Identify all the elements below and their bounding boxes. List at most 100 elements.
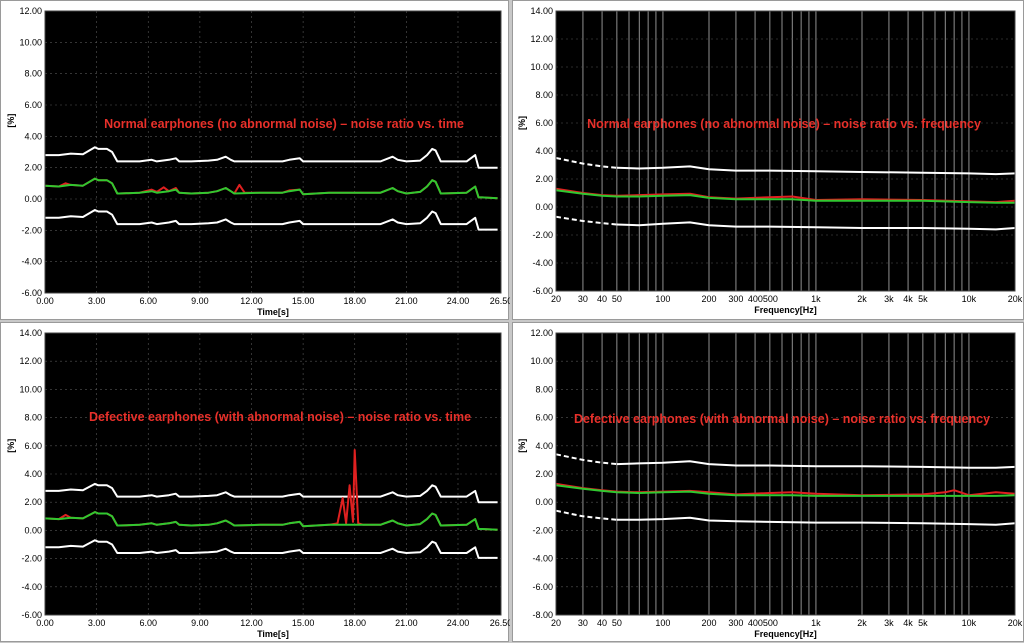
chart-0: -6.00 -4.00 -2.00 0.00 2.00 4.00 6.00 8.00 10.00… <box>6 6 510 317</box>
y-axis-label: [%] <box>517 439 527 453</box>
chart-1: -6.00 -4.00 -2.00 0.00 2.00 4.00 6.00 8.00 10.00… <box>517 6 1023 315</box>
y-tick-label: 6.00 <box>535 118 553 128</box>
series-line-3 <box>555 484 1016 497</box>
x-tick-label: 4k <box>903 618 913 628</box>
y-tick-label: 2.00 <box>24 497 42 507</box>
plot-frame <box>44 10 502 294</box>
x-tick-label: 40 <box>597 294 607 304</box>
y-tick-label: 14.00 <box>530 6 553 16</box>
plot-frame <box>555 332 1016 616</box>
chart-annotation: Normal earphones (no abnormal noise) – n… <box>104 117 464 131</box>
x-tick-label: 9.00 <box>191 296 209 306</box>
y-tick-label: 0.00 <box>24 525 42 535</box>
y-tick-label: -2.00 <box>532 230 553 240</box>
y-tick-label: 2.00 <box>24 163 42 173</box>
series-line-0 <box>45 146 498 169</box>
y-tick-label: 0.00 <box>24 194 42 204</box>
y-tick-label: 10.00 <box>19 384 42 394</box>
x-tick-label: 26.50 <box>490 618 510 628</box>
x-tick-label: 12.00 <box>240 618 263 628</box>
y-tick-label: -4.00 <box>532 554 553 564</box>
series-line-3 <box>555 189 1015 204</box>
series-line-0 <box>45 482 498 504</box>
x-tick-label: 2k <box>857 618 867 628</box>
x-tick-label: 40 <box>597 618 607 628</box>
y-tick-label: 10.00 <box>530 62 553 72</box>
series-line-1 <box>616 165 1016 176</box>
y-tick-label: -4.00 <box>21 582 42 592</box>
chart-3: -8.00 -6.00 -4.00 -2.00 0.00 2.00 4.00 6.00 8.00… <box>517 328 1023 639</box>
x-axis-label: Time[s] <box>257 629 289 639</box>
x-tick-label: 18.00 <box>343 618 366 628</box>
x-tick-label: 6.00 <box>139 296 157 306</box>
series-line-3 <box>45 209 498 231</box>
y-tick-label: 4.00 <box>24 469 42 479</box>
y-tick-label: -6.00 <box>21 610 42 620</box>
series-line-5 <box>616 516 1016 526</box>
chart-panel-frequency-normal: -6.00 -4.00 -2.00 0.00 2.00 4.00 6.00 8.00 10.00… <box>512 0 1024 320</box>
y-tick-label: 6.00 <box>24 100 42 110</box>
x-tick-label: 0.00 <box>36 618 54 628</box>
chart-annotation: Defective earphones (with abnormal noise… <box>89 410 471 424</box>
x-tick-label: 3.00 <box>88 618 106 628</box>
x-tick-label: 24.00 <box>447 296 470 306</box>
x-tick-label: 100 <box>655 294 670 304</box>
x-tick-label: 5k <box>918 294 928 304</box>
y-tick-label: -4.00 <box>21 257 42 267</box>
y-tick-label: -6.00 <box>532 582 553 592</box>
x-tick-label: 5k <box>918 618 928 628</box>
y-axis-label: [%] <box>6 439 16 453</box>
x-tick-label: 50 <box>612 294 622 304</box>
y-tick-label: -4.00 <box>532 258 553 268</box>
x-tick-label: 0.00 <box>36 296 54 306</box>
y-tick-label: 2.00 <box>535 174 553 184</box>
x-tick-label: 15.00 <box>292 618 315 628</box>
y-tick-label: 6.00 <box>24 441 42 451</box>
x-tick-label: 20 <box>551 618 561 628</box>
x-tick-label: 3.00 <box>88 296 106 306</box>
x-tick-label: 200 <box>701 294 716 304</box>
plot-area <box>45 11 501 293</box>
series-line-3 <box>45 539 498 559</box>
chart-2: -6.00 -4.00 -2.00 0.00 2.00 4.00 6.00 8.00 10.00… <box>6 328 510 639</box>
x-tick-label: 26.50 <box>490 296 510 306</box>
x-tick-label: 20k <box>1008 618 1023 628</box>
y-tick-label: -2.00 <box>21 225 42 235</box>
series-line-2 <box>44 511 498 531</box>
chart-panel-frequency-defective: -8.00 -6.00 -4.00 -2.00 0.00 2.00 4.00 6.00 8.00… <box>512 322 1024 642</box>
y-tick-label: 8.00 <box>535 90 553 100</box>
y-tick-label: 2.00 <box>535 469 553 479</box>
chart-annotation: Defective earphones (with abnormal noise… <box>574 412 990 426</box>
x-tick-label: 300 <box>728 618 743 628</box>
x-tick-label: 18.00 <box>343 296 366 306</box>
y-tick-label: -6.00 <box>532 286 553 296</box>
x-tick-label: 30 <box>578 618 588 628</box>
y-tick-label: 12.00 <box>530 34 553 44</box>
y-tick-label: 0.00 <box>535 202 553 212</box>
x-tick-label: 100 <box>655 618 670 628</box>
x-tick-label: 20k <box>1008 294 1023 304</box>
x-tick-label: 1k <box>811 294 821 304</box>
x-axis-label: Frequency[Hz] <box>754 305 817 315</box>
x-tick-label: 20 <box>551 294 561 304</box>
chart-annotation: Normal earphones (no abnormal noise) – n… <box>587 117 981 131</box>
y-tick-label: 8.00 <box>24 413 42 423</box>
y-tick-label: 12.00 <box>19 6 42 16</box>
x-tick-label: 9.00 <box>191 618 209 628</box>
series-line-2 <box>44 177 498 200</box>
plot-frame <box>555 10 1016 292</box>
x-axis-label: Frequency[Hz] <box>754 629 817 639</box>
y-tick-label: 4.00 <box>535 146 553 156</box>
y-tick-label: 12.00 <box>19 356 42 366</box>
x-tick-label: 300 <box>728 294 743 304</box>
x-tick-label: 4k <box>903 294 913 304</box>
y-tick-label: 4.00 <box>24 131 42 141</box>
chart-panel-time-defective: -6.00 -4.00 -2.00 0.00 2.00 4.00 6.00 8.00 10.00… <box>0 322 510 642</box>
x-tick-label: 2k <box>857 294 867 304</box>
y-tick-label: 0.00 <box>535 497 553 507</box>
y-tick-label: 12.00 <box>530 328 553 338</box>
plot-area <box>45 333 501 615</box>
y-axis-label: [%] <box>6 114 16 128</box>
y-tick-label: -6.00 <box>21 288 42 298</box>
y-tick-label: -2.00 <box>532 525 553 535</box>
